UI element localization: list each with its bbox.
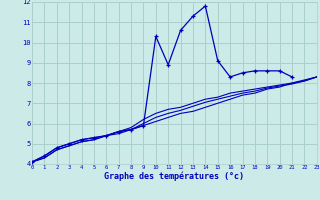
X-axis label: Graphe des températures (°c): Graphe des températures (°c) xyxy=(104,172,244,181)
